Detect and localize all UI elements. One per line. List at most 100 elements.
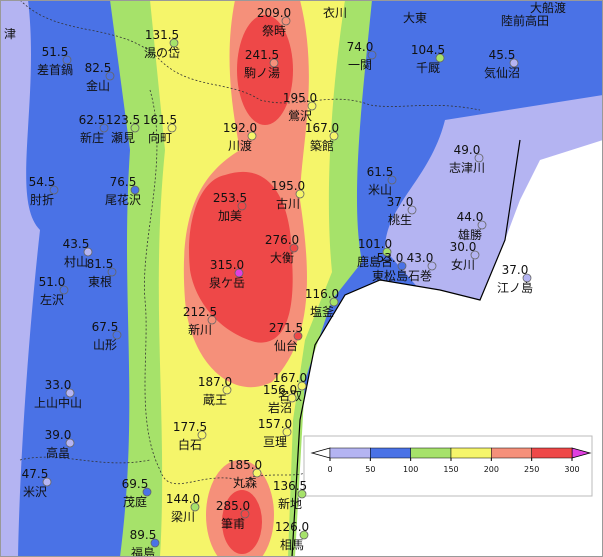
station-name: 気仙沼	[484, 65, 520, 80]
station-marker	[435, 53, 445, 63]
station-value: 126.0	[275, 520, 309, 534]
station-marker	[269, 58, 279, 68]
station-name: 鶯沢	[288, 108, 312, 123]
station-marker	[105, 71, 115, 81]
station-value: 39.0	[45, 428, 72, 442]
station-marker	[477, 220, 487, 230]
stations: 51.5 差首鍋 82.5 金山 131.5 湯の岱 209.0 祭時 241.5 駒ノ湯 74.0…	[4, 0, 566, 557]
colorbar-tick-label: 300	[564, 465, 579, 474]
station-value: 69.5	[122, 477, 149, 491]
colorbar-tick-label: 200	[484, 465, 499, 474]
colorbar-segment	[410, 447, 452, 459]
station-value: 276.0	[265, 233, 299, 247]
station-marker	[252, 468, 262, 478]
station-value: 47.5	[22, 467, 49, 481]
station-value: 89.5	[130, 528, 157, 542]
station-value: 76.5	[110, 175, 137, 189]
station-value: 195.0	[283, 91, 317, 105]
station-name: 仙台	[274, 338, 298, 353]
station-name: 泉ケ岳	[209, 276, 245, 290]
station-name: 一関	[348, 58, 372, 72]
station-value: 62.5	[79, 113, 106, 127]
station-name: 雄勝	[458, 227, 482, 242]
station-marker	[65, 438, 75, 448]
station-marker	[99, 123, 109, 133]
station-name: 丸森	[233, 475, 257, 490]
station-marker	[169, 38, 179, 48]
station-marker	[65, 388, 75, 398]
station-name: 高畠	[46, 445, 70, 460]
station-marker	[387, 175, 397, 185]
station-marker	[167, 123, 177, 133]
station-name: 新庄	[80, 130, 104, 145]
station-name: 金山	[86, 78, 110, 93]
station-marker	[470, 250, 480, 260]
station-value: 49.0	[454, 143, 481, 157]
station-marker	[407, 205, 417, 215]
zone-250	[222, 490, 262, 554]
station-marker	[130, 185, 140, 195]
station-name: 東松島	[372, 268, 408, 283]
station-value: 116.0	[305, 287, 339, 301]
station-name: 上山中山	[34, 395, 82, 410]
station-marker	[297, 489, 307, 499]
station-name: 亘理	[263, 435, 287, 449]
station-name: 村山	[64, 255, 88, 269]
colorbar-box	[303, 435, 593, 497]
place-name: 大船渡	[530, 0, 566, 15]
station-marker	[297, 381, 307, 391]
station-value: 74.0	[347, 40, 374, 54]
colorbar-segment	[370, 447, 411, 459]
station-value: 131.5	[145, 28, 179, 42]
station-value: 315.0	[210, 258, 244, 272]
station-name: 川渡	[228, 138, 252, 153]
station-name: 相馬	[280, 538, 304, 552]
colorbar-segment	[329, 447, 371, 459]
station-value: 167.0	[273, 371, 307, 385]
station-marker	[382, 247, 392, 257]
station-name: 茂庭	[123, 494, 147, 509]
border	[19, 456, 151, 464]
station-value: 192.0	[223, 121, 257, 135]
station-value: 212.5	[183, 305, 217, 319]
station-name: 差首鍋	[37, 62, 73, 77]
station-marker	[190, 502, 200, 512]
station-value: 253.5	[213, 191, 247, 205]
station-name: 山形	[93, 338, 117, 352]
zone-250	[189, 171, 293, 343]
colorbar-segment	[531, 447, 573, 459]
station-value: 271.5	[269, 321, 303, 335]
station-name: 蔵王	[203, 393, 227, 407]
station-marker	[207, 315, 217, 325]
border	[144, 89, 311, 485]
station-marker	[474, 153, 484, 163]
station-value: 51.0	[39, 275, 66, 289]
station-name: 福島	[131, 545, 155, 557]
station-value: 37.0	[502, 263, 529, 277]
station-name: 鹿島台	[357, 254, 393, 269]
place-name: 大東	[403, 11, 427, 25]
station-value: 185.0	[228, 458, 262, 472]
station-name: 女川	[451, 257, 475, 272]
station-value: 104.5	[411, 43, 445, 57]
station-marker	[329, 297, 339, 307]
station-value: 144.0	[166, 492, 200, 506]
station-name: 尾花沢	[105, 192, 141, 207]
station-marker	[299, 530, 309, 540]
colorbar-segment	[491, 447, 532, 459]
station-value: 30.0	[450, 240, 477, 254]
station-marker	[329, 131, 339, 141]
station-name: 筆甫	[221, 517, 245, 531]
station-name: 築館	[310, 138, 334, 153]
colorbar: 0 50 100 150 200 250 300	[303, 435, 593, 497]
station-marker	[150, 538, 160, 548]
station-name: 江ノ島	[497, 280, 533, 295]
station-name: 向町	[148, 130, 172, 145]
colorbar-tick-label: 50	[365, 465, 375, 474]
station-value: 161.5	[143, 113, 177, 127]
station-name: 新地	[278, 496, 302, 511]
station-name: 千厩	[416, 61, 440, 75]
station-name: 東根	[88, 275, 112, 289]
station-value: 43.0	[407, 251, 434, 265]
